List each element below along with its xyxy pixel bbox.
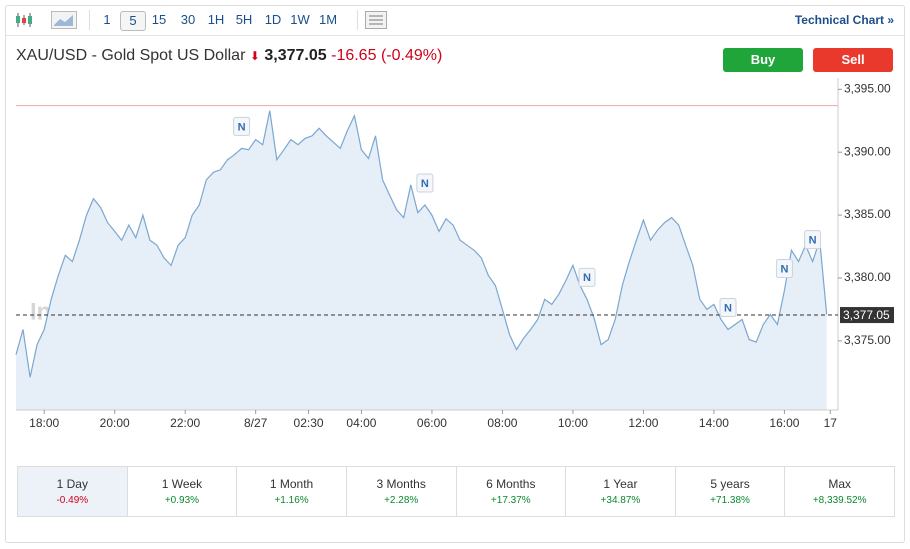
news-marker[interactable] (719, 298, 737, 318)
news-marker[interactable] (804, 230, 822, 250)
candle-icon[interactable] (15, 12, 37, 28)
x-tick-label: 04:00 (346, 416, 376, 430)
y-tick-label: 3,390.00 (844, 144, 891, 158)
sell-button[interactable]: Sell (813, 48, 893, 72)
period-change: +8,339.52% (812, 495, 867, 506)
price-line (15, 110, 828, 378)
separator (89, 10, 90, 30)
x-tick-label: 16:00 (769, 416, 799, 430)
period-label: 1 Week (161, 477, 203, 491)
period-label: 1 Month (269, 477, 314, 491)
period-label: 1 Year (603, 477, 638, 491)
y-tick-label: 3,395.00 (844, 81, 891, 95)
down-arrow: ⬇ (249, 49, 260, 63)
instrument-header: XAU/USD - Gold Spot US Dollar ⬇ 3,377.05… (16, 47, 442, 65)
x-tick-label: 12:00 (628, 416, 658, 430)
period-label: 3 Months (376, 477, 426, 491)
period-cell[interactable]: 3 Months +2.28% (345, 467, 456, 516)
x-tick-label: 10:00 (558, 416, 588, 430)
period-change: +17.37% (490, 495, 531, 506)
price-change: -16.65 (331, 47, 377, 64)
interval-button[interactable]: 5H (235, 12, 253, 27)
interval-button[interactable]: 30 (180, 12, 196, 27)
news-marker-label: N (724, 302, 732, 314)
period-change: +0.93% (164, 495, 200, 506)
x-tick-label: 18:00 (29, 416, 59, 430)
symbol-name: XAU/USD - Gold Spot US Dollar (16, 47, 246, 64)
last-price: 3,377.05 (264, 47, 327, 64)
period-performance: 1 Day -0.49% 1 Week +0.93% 1 Month +1.16% 3 Mo… (17, 466, 895, 517)
interval-button[interactable]: 1W (290, 12, 310, 27)
interval-button[interactable]: 5 (120, 11, 146, 31)
period-cell[interactable]: 5 years +71.38% (674, 467, 785, 516)
x-tick-label: 14:00 (699, 416, 729, 430)
period-change: +1.16% (274, 495, 309, 506)
toolbar: 1 5 15 30 1H 5H 1D 1W 1M Technical Chart » (5, 5, 904, 36)
last-price-box (840, 307, 894, 324)
price-chart: Investing.com3,375.003,380.003,385.003,3… (15, 78, 894, 430)
x-tick-label: 02:30 (294, 416, 324, 430)
period-cell[interactable]: Max +8,339.52% (784, 467, 894, 516)
separator (357, 10, 358, 30)
period-label: 6 Months (486, 477, 536, 491)
period-label: 5 years (710, 477, 750, 491)
news-marker-label: N (238, 121, 246, 133)
widget-frame (5, 5, 905, 543)
interval-button[interactable]: 1H (207, 12, 225, 27)
period-label: Max (828, 477, 852, 491)
news-marker-label: N (421, 178, 429, 190)
interval-button[interactable]: 1 (103, 12, 111, 27)
news-marker-label: N (583, 272, 591, 284)
x-tick-label: 22:00 (170, 416, 200, 430)
interval-button[interactable]: 1M (318, 12, 338, 27)
price-change-pct: (-0.49%) (380, 47, 443, 64)
area-icon[interactable] (51, 11, 77, 29)
technical-chart-link[interactable]: Technical Chart » (794, 13, 894, 27)
interval-button[interactable]: 1D (264, 12, 282, 27)
period-change: +71.38% (710, 495, 750, 506)
x-tick-label: 08:00 (487, 416, 517, 430)
table-icon[interactable] (365, 11, 387, 29)
period-change: +2.28% (384, 495, 419, 506)
news-marker[interactable] (233, 116, 251, 136)
last-price-label: 3,377.05 (843, 308, 890, 322)
period-cell[interactable]: 1 Day -0.49% (18, 467, 127, 516)
period-change: -0.49% (56, 495, 89, 506)
interval-button[interactable]: 15 (151, 12, 167, 27)
period-cell[interactable]: 1 Year +34.87% (565, 467, 675, 516)
x-tick-label: 17 (824, 416, 838, 430)
x-tick-label: 06:00 (417, 416, 447, 430)
news-marker[interactable] (775, 259, 793, 279)
period-label: 1 Day (56, 477, 88, 491)
x-tick-label: 20:00 (100, 416, 130, 430)
period-cell[interactable]: 6 Months +17.37% (455, 467, 566, 516)
news-marker[interactable] (578, 267, 596, 287)
y-tick-label: 3,375.00 (844, 333, 891, 347)
buy-button[interactable]: Buy (723, 48, 803, 72)
x-tick-label: 8/27 (244, 416, 268, 430)
y-tick-label: 3,380.00 (844, 270, 891, 284)
news-marker-label: N (809, 235, 817, 247)
news-marker-label: N (780, 263, 788, 275)
area-fill (16, 110, 827, 410)
period-cell[interactable]: 1 Month +1.16% (236, 467, 346, 516)
y-tick-label: 3,385.00 (844, 207, 891, 221)
period-cell[interactable]: 1 Week +0.93% (126, 467, 237, 516)
news-marker[interactable] (416, 173, 434, 193)
period-change: +34.87% (600, 495, 641, 506)
